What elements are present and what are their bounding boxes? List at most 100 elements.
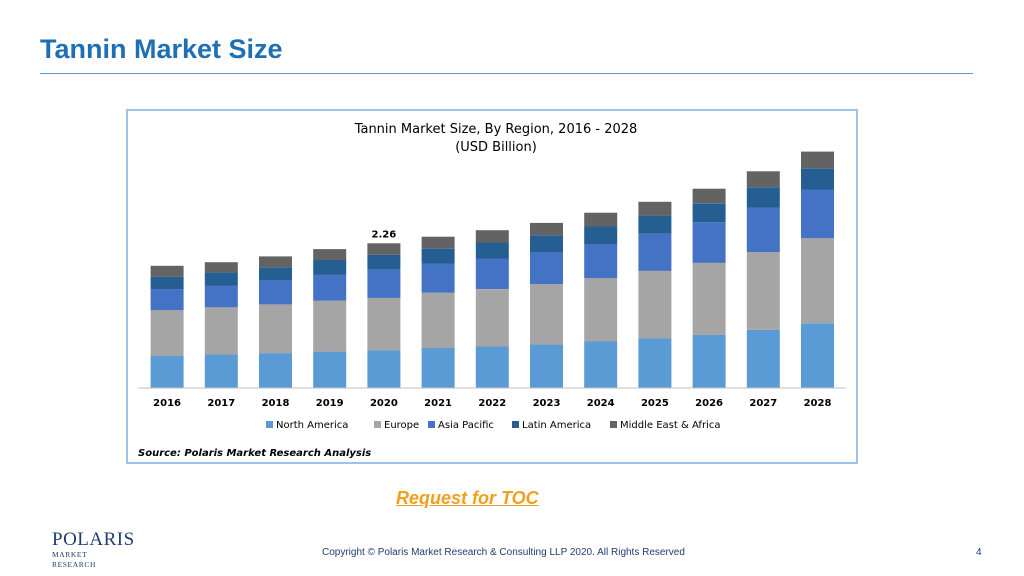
bar-2016-series-1 bbox=[150, 310, 184, 356]
legend-swatch-1 bbox=[374, 421, 381, 428]
bar-2026-series-3 bbox=[692, 203, 726, 223]
bar-2017-series-2 bbox=[204, 285, 238, 308]
bar-2027-series-3 bbox=[746, 187, 780, 208]
slide-title: Tannin Market Size bbox=[40, 34, 283, 64]
x-tick-2019: 2019 bbox=[316, 398, 344, 409]
x-tick-2016: 2016 bbox=[153, 398, 181, 409]
x-tick-2026: 2026 bbox=[695, 398, 723, 409]
legend-label-3: Latin America bbox=[522, 420, 591, 431]
bar-2025-series-4 bbox=[638, 201, 672, 216]
bar-2022-series-4 bbox=[475, 230, 509, 243]
legend: North America Europe Asia Pacific Latin Ame… bbox=[266, 420, 720, 431]
bar-2018-series-2 bbox=[259, 280, 292, 305]
x-tick-2021: 2021 bbox=[424, 398, 452, 409]
x-tick-2018: 2018 bbox=[262, 398, 290, 409]
bar-2023-series-1 bbox=[530, 284, 563, 345]
bar-2017-series-3 bbox=[204, 272, 238, 286]
polaris-logo: POLARIS MARKET RESEARCH bbox=[52, 529, 135, 570]
bar-2024-series-4 bbox=[584, 212, 618, 227]
bar-2019-series-0 bbox=[313, 351, 347, 388]
bar-2021-series-3 bbox=[421, 248, 455, 264]
legend-label-1: Europe bbox=[384, 420, 419, 431]
bar-2021-series-4 bbox=[421, 236, 455, 249]
x-tick-2022: 2022 bbox=[478, 398, 506, 409]
bar-2022-series-1 bbox=[475, 289, 509, 347]
bar-2022-series-3 bbox=[475, 242, 509, 259]
bar-2019-series-3 bbox=[313, 260, 347, 275]
bar-2020-series-0 bbox=[367, 350, 401, 388]
bar-2021-series-2 bbox=[421, 263, 455, 293]
bar-2022-series-2 bbox=[475, 258, 509, 289]
legend-label-2: Asia Pacific bbox=[438, 420, 494, 431]
bar-2023-series-4 bbox=[530, 222, 563, 236]
bar-2025-series-3 bbox=[638, 215, 672, 234]
bar-2021-series-1 bbox=[421, 292, 455, 348]
x-tick-2020: 2020 bbox=[370, 398, 398, 409]
chart-frame: Tannin Market Size, By Region, 2016 - 20… bbox=[126, 109, 858, 464]
bar-2026-series-0 bbox=[692, 334, 726, 388]
bar-2028-series-0 bbox=[801, 323, 834, 388]
bar-2028-series-3 bbox=[801, 168, 834, 190]
bar-2016-series-4 bbox=[150, 265, 184, 277]
copyright-text: Copyright © Polaris Market Research & Co… bbox=[322, 547, 685, 558]
x-tick-2024: 2024 bbox=[587, 398, 615, 409]
bar-2025-series-1 bbox=[638, 270, 672, 339]
bar-2027-series-1 bbox=[746, 252, 780, 330]
x-tick-2023: 2023 bbox=[533, 398, 561, 409]
chart-source: Source: Polaris Market Research Analysis bbox=[138, 448, 372, 459]
bar-2016-series-3 bbox=[150, 276, 184, 290]
bar-2023-series-0 bbox=[530, 344, 563, 388]
x-tick-2027: 2027 bbox=[749, 398, 777, 409]
title-divider bbox=[40, 73, 973, 74]
legend-label-4: Middle East & Africa bbox=[620, 420, 720, 431]
bar-2016-series-0 bbox=[150, 356, 184, 388]
data-label-2020: 2.26 bbox=[372, 229, 397, 240]
bar-2027-series-2 bbox=[746, 207, 780, 252]
bar-2023-series-2 bbox=[530, 252, 563, 284]
bar-2020-series-3 bbox=[367, 254, 401, 270]
bar-2020-series-1 bbox=[367, 297, 401, 351]
bar-2027-series-0 bbox=[746, 329, 780, 388]
chart-title: Tannin Market Size, By Region, 2016 - 20… bbox=[354, 122, 638, 137]
bar-2026-series-4 bbox=[692, 188, 726, 204]
bar-2028-series-1 bbox=[801, 238, 834, 324]
bar-2018-series-0 bbox=[259, 353, 292, 388]
bar-2026-series-1 bbox=[692, 262, 726, 335]
bar-2025-series-2 bbox=[638, 233, 672, 271]
bar-2019-series-4 bbox=[313, 249, 347, 260]
bar-2017-series-0 bbox=[204, 354, 238, 388]
bar-2024-series-0 bbox=[584, 341, 618, 388]
bar-2021-series-0 bbox=[421, 348, 455, 388]
stacked-bar-chart: Tannin Market Size, By Region, 2016 - 20… bbox=[138, 122, 846, 431]
bars-layer bbox=[150, 151, 834, 388]
logo-sub-text: MARKET RESEARCH bbox=[52, 550, 96, 569]
bar-2018-series-1 bbox=[259, 304, 292, 354]
x-tick-2025: 2025 bbox=[641, 398, 669, 409]
bar-2019-series-2 bbox=[313, 274, 347, 301]
bar-2028-series-4 bbox=[801, 151, 834, 169]
legend-label-0: North America bbox=[276, 420, 348, 431]
bar-2017-series-1 bbox=[204, 307, 238, 355]
x-tick-2028: 2028 bbox=[804, 398, 832, 409]
bar-2028-series-2 bbox=[801, 189, 834, 239]
legend-swatch-0 bbox=[266, 421, 273, 428]
bar-2020-series-2 bbox=[367, 269, 401, 298]
bar-2026-series-2 bbox=[692, 222, 726, 263]
bar-2020-series-4 bbox=[367, 243, 401, 255]
bar-2018-series-4 bbox=[259, 256, 292, 268]
annotations-layer: 2.26 bbox=[372, 229, 397, 240]
request-toc-link[interactable]: Request for TOC bbox=[396, 488, 539, 508]
bar-2019-series-1 bbox=[313, 300, 347, 352]
bar-2025-series-0 bbox=[638, 338, 672, 388]
bar-2024-series-3 bbox=[584, 226, 618, 244]
logo-main-text: POLARIS bbox=[52, 529, 135, 550]
bar-2024-series-2 bbox=[584, 244, 618, 279]
bar-2027-series-4 bbox=[746, 171, 780, 188]
bar-2016-series-2 bbox=[150, 289, 184, 311]
x-tick-labels: 2016 2017 2018 2019 2020 2021 2022 2023 2024 2025… bbox=[153, 398, 831, 409]
legend-swatch-4 bbox=[610, 421, 617, 428]
bar-2018-series-3 bbox=[259, 267, 292, 281]
chart-subtitle: (USD Billion) bbox=[455, 140, 537, 155]
bar-2022-series-0 bbox=[475, 346, 509, 388]
legend-swatch-2 bbox=[428, 421, 435, 428]
